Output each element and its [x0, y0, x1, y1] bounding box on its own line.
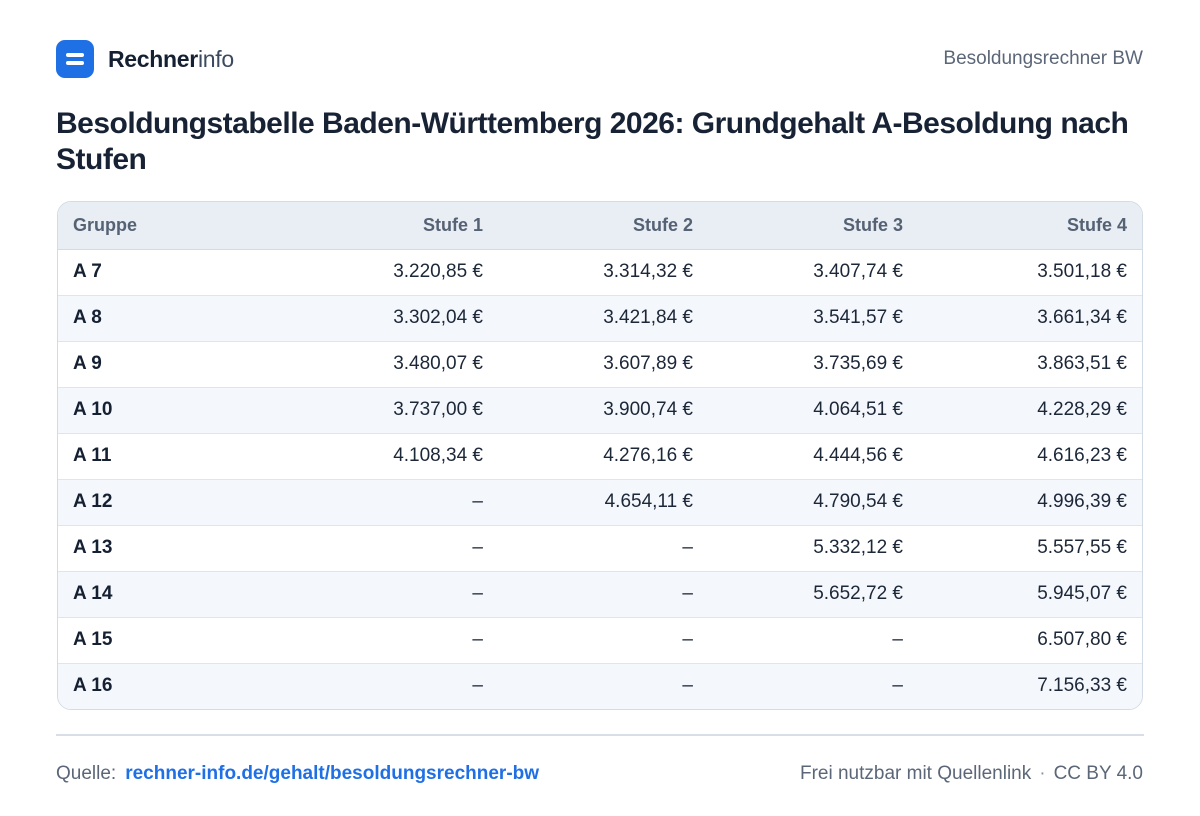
cell-stufe-2: 3.607,89 €: [498, 341, 708, 388]
cell-stufe-3: –: [892, 675, 903, 697]
header-calculator-label: Besoldungsrechner BW: [943, 48, 1143, 69]
table-header-row: Gruppe Stufe 1 Stufe 2 Stufe 3 Stufe 4: [58, 202, 1142, 250]
cell-stufe-3: 4.790,54 €: [708, 479, 918, 526]
brand-name-light: info: [197, 45, 234, 72]
table-row: A 15– – –6.507,80 €: [58, 617, 1142, 664]
cell-stufe-1: 4.108,34 €: [288, 433, 498, 480]
cell-stufe-1: –: [288, 617, 498, 664]
cell-gruppe: A 15: [58, 617, 288, 664]
cell-gruppe: A 13: [58, 525, 288, 572]
salary-table: Gruppe Stufe 1 Stufe 2 Stufe 3 Stufe 4 A 7 3.…: [58, 202, 1142, 709]
brand-name-strong: Rechner: [108, 45, 198, 72]
cell-gruppe: A 7: [58, 249, 288, 296]
cell-gruppe: A 9: [58, 341, 288, 388]
cell-stufe-4: 7.156,33 €: [1037, 675, 1127, 697]
cell-stufe-2: –: [682, 675, 693, 697]
cell-gruppe: A 12: [58, 479, 288, 526]
source-link[interactable]: rechner-info.de/gehalt/besoldungsrechner…: [125, 763, 540, 784]
rechner-logo-icon: [56, 40, 94, 78]
column-header-stufe-2: Stufe 2: [498, 202, 708, 250]
source: Quelle: rechner-info.de/gehalt/besoldung…: [56, 763, 539, 785]
table-row: A 13– –5.332,12 €5.557,55 €: [58, 525, 1142, 572]
cell-stufe-2: –: [498, 571, 708, 618]
brand[interactable]: Rechnerinfo: [56, 40, 234, 78]
footer-separator: ·: [1039, 763, 1046, 784]
cell-stufe-1: –: [288, 571, 498, 618]
table-row: A 9 3.480,07 €3.607,89 €3.735,69 €3.863,5…: [58, 341, 1142, 388]
cell-stufe-4: 3.661,34 €: [918, 295, 1142, 342]
cell-stufe-1: –: [288, 525, 498, 572]
cell-stufe-2: 4.654,11 €: [498, 479, 708, 526]
table-row: A 16 – – – 7.156,33 €: [58, 663, 1142, 709]
license-text: Frei nutzbar mit Quellenlink: [799, 763, 1032, 784]
cell-stufe-3: 4.064,51 €: [708, 387, 918, 434]
table-row: A 7 3.220,85 €3.314,32 €3.407,74 €3.501,1…: [58, 249, 1142, 296]
cell-stufe-1: 3.220,85 €: [288, 249, 498, 296]
cell-stufe-3: 3.735,69 €: [708, 341, 918, 388]
column-header-gruppe: Gruppe: [58, 202, 288, 250]
cell-stufe-3: 4.444,56 €: [708, 433, 918, 480]
cell-stufe-4: 4.228,29 €: [918, 387, 1142, 434]
cell-stufe-2: 3.900,74 €: [498, 387, 708, 434]
cell-stufe-2: 4.276,16 €: [498, 433, 708, 480]
cell-stufe-4: 4.996,39 €: [918, 479, 1142, 526]
cell-gruppe: A 14: [58, 571, 288, 618]
cell-gruppe: A 11: [58, 433, 288, 480]
cell-stufe-3: –: [708, 617, 918, 664]
column-header-stufe-3: Stufe 3: [708, 202, 918, 250]
cell-stufe-3: 3.407,74 €: [708, 249, 918, 296]
cell-stufe-1: –: [472, 675, 483, 697]
cell-stufe-4: 3.863,51 €: [918, 341, 1142, 388]
footer-divider: [56, 734, 1144, 736]
cell-stufe-4: 4.616,23 €: [918, 433, 1142, 480]
cell-stufe-2: –: [498, 617, 708, 664]
cell-stufe-4: 5.557,55 €: [918, 525, 1142, 572]
cell-stufe-1: 3.302,04 €: [288, 295, 498, 342]
source-label: Quelle:: [56, 763, 117, 784]
cell-stufe-3: 3.541,57 €: [708, 295, 918, 342]
column-header-stufe-4: Stufe 4: [918, 202, 1142, 250]
cell-gruppe: A 8: [58, 295, 288, 342]
cell-gruppe: A 10: [58, 387, 288, 434]
cell-stufe-1: 3.480,07 €: [288, 341, 498, 388]
brand-name: Rechnerinfo: [108, 46, 234, 73]
table-row: A 11 4.108,34 €4.276,16 €4.444,56 €4.616,…: [58, 433, 1142, 480]
cell-stufe-4: 6.507,80 €: [918, 617, 1142, 664]
table-row: A 10 3.737,00 €3.900,74 €4.064,51 €4.228,…: [58, 387, 1142, 434]
cell-stufe-2: 3.421,84 €: [498, 295, 708, 342]
cell-stufe-1: 3.737,00 €: [288, 387, 498, 434]
cell-stufe-1: –: [288, 479, 498, 526]
cell-stufe-3: 5.652,72 €: [708, 571, 918, 618]
salary-table-card: Gruppe Stufe 1 Stufe 2 Stufe 3 Stufe 4 A 7 3.…: [57, 201, 1143, 710]
license-badge: CC BY 4.0: [1053, 763, 1143, 784]
cell-gruppe: A 16: [73, 675, 113, 697]
cell-stufe-3: 5.332,12 €: [708, 525, 918, 572]
table-row: A 8 3.302,04 €3.421,84 €3.541,57 €3.661,3…: [58, 295, 1142, 342]
column-header-stufe-1: Stufe 1: [288, 202, 498, 250]
cell-stufe-4: 3.501,18 €: [918, 249, 1142, 296]
table-body: A 7 3.220,85 €3.314,32 €3.407,74 €3.501,1…: [58, 249, 1142, 709]
page-title: Besoldungstabelle Baden-Württemberg 2026…: [56, 107, 1129, 176]
cell-stufe-4: 5.945,07 €: [918, 571, 1142, 618]
cell-stufe-2: 3.314,32 €: [498, 249, 708, 296]
page-footer: Quelle: rechner-info.de/gehalt/besoldung…: [56, 760, 1143, 788]
table-row: A 14– –5.652,72 €5.945,07 €: [58, 571, 1142, 618]
license-info: Frei nutzbar mit Quellenlink · CC BY 4.0: [800, 763, 1143, 785]
page-header: Rechnerinfo Besoldungsrechner BW: [56, 40, 1143, 78]
cell-stufe-2: –: [498, 525, 708, 572]
table-row: A 12–4.654,11 €4.790,54 €4.996,39 €: [58, 479, 1142, 526]
